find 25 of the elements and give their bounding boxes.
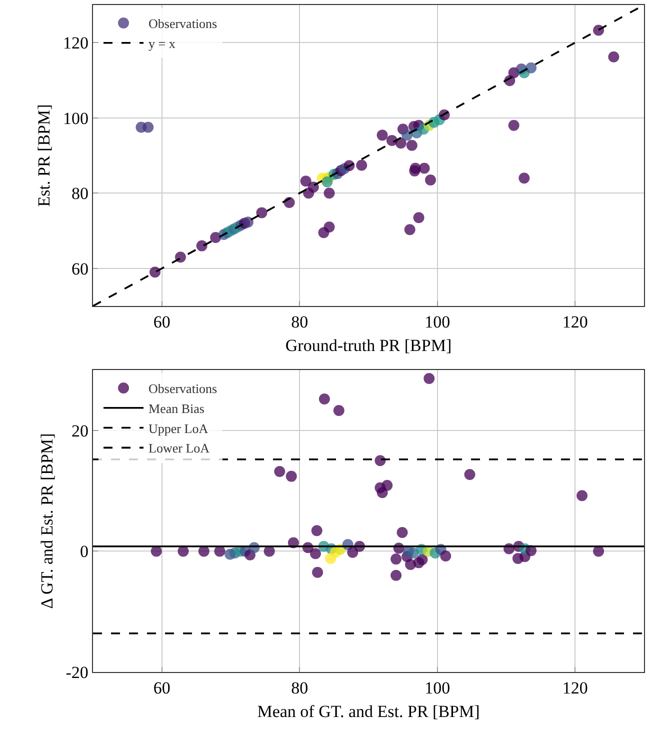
x-tick-label: 60 [153, 678, 170, 698]
x-tick-label: 80 [291, 312, 308, 332]
legend-label: Observations [148, 381, 218, 396]
legend-label: Lower LoA [148, 440, 210, 456]
y-tick-label: 80 [71, 184, 88, 204]
y-tick-label: 0 [80, 542, 88, 562]
y-tick-label: 100 [62, 108, 88, 128]
x-tick-label: 100 [424, 312, 450, 332]
x-axis-title: Ground-truth PR [BPM] [285, 336, 452, 355]
y-tick-label: -20 [66, 662, 88, 682]
x-tick-label: 120 [562, 678, 588, 698]
x-tick-label: 60 [153, 312, 170, 332]
y-tick-label: 20 [71, 421, 88, 440]
y-axis-title: Est. PR [BPM] [34, 104, 54, 207]
x-tick-label: 100 [424, 678, 450, 698]
x-tick-label: 80 [291, 678, 308, 698]
x-axis-title: Mean of GT. and Est. PR [BPM] [257, 702, 480, 721]
x-tick-label: 120 [562, 312, 588, 332]
legend-label: Observations [148, 16, 218, 32]
y-tick-label: 120 [62, 34, 88, 53]
legend-label: y = x [148, 36, 176, 51]
y-axis-title: Δ GT. and Est. PR [BPM] [37, 433, 56, 609]
legend-label: Upper LoA [148, 420, 209, 436]
y-tick-label: 60 [71, 259, 88, 278]
legend-label: Mean Bias [148, 400, 204, 416]
